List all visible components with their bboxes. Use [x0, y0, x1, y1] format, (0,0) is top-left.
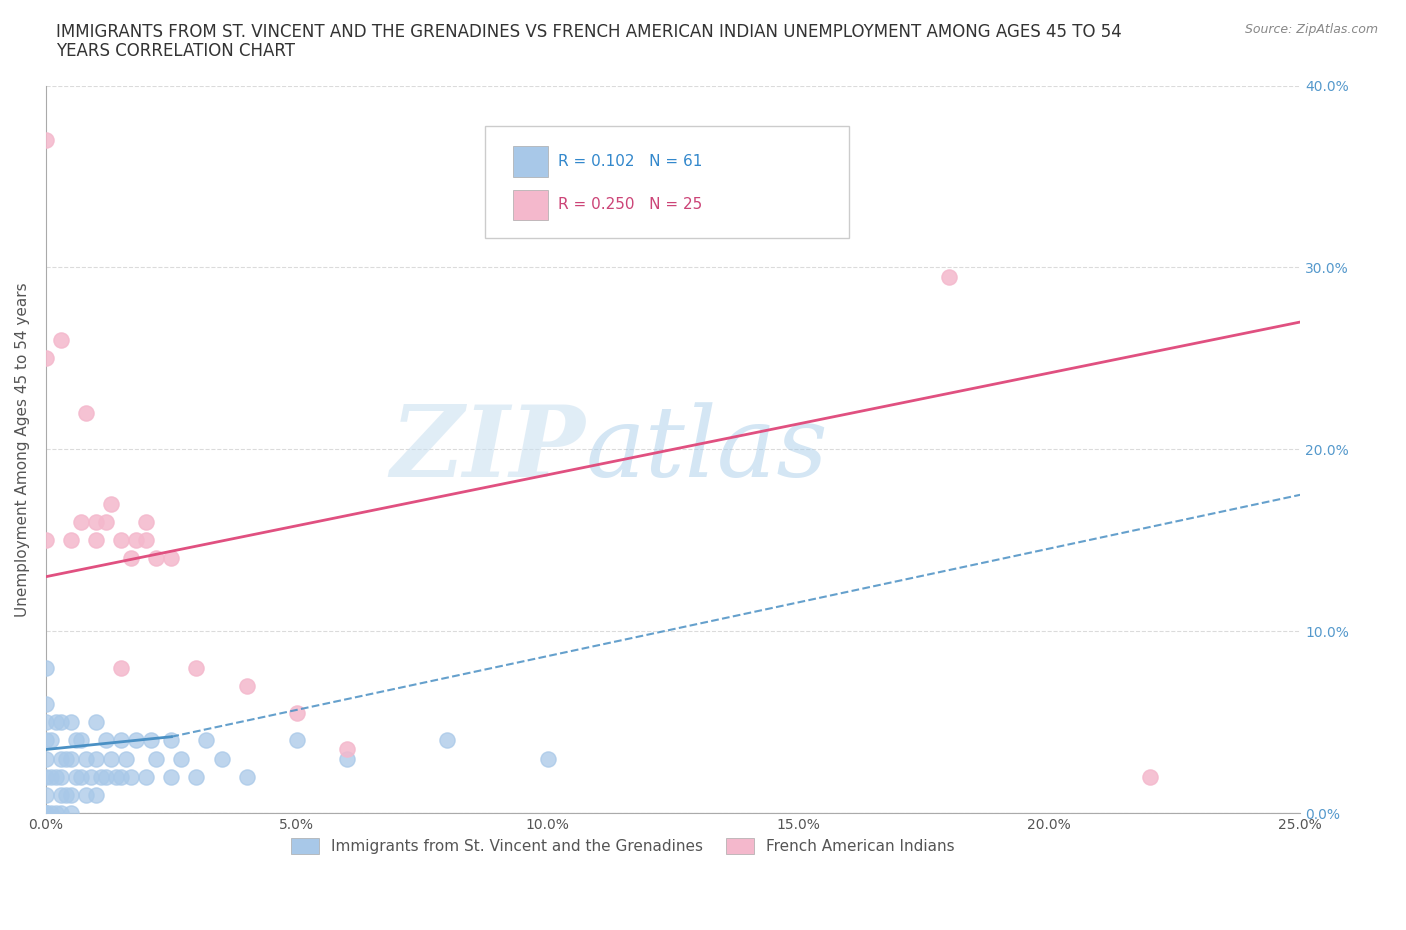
- Point: [1139, 769, 1161, 784]
- Point: [84, 788, 107, 803]
- Point: [70, 769, 93, 784]
- Point: [115, 751, 138, 766]
- Point: [195, 733, 218, 748]
- Text: atlas: atlas: [585, 402, 828, 497]
- Point: [49, 805, 72, 820]
- Point: [145, 751, 167, 766]
- Bar: [513, 146, 547, 177]
- Point: [60, 533, 83, 548]
- Point: [96, 514, 118, 529]
- Point: [45, 715, 67, 730]
- Point: [135, 514, 157, 529]
- Point: [49, 715, 72, 730]
- Point: [84, 715, 107, 730]
- Point: [65, 769, 87, 784]
- Point: [285, 733, 308, 748]
- Point: [35, 733, 58, 748]
- Point: [55, 751, 77, 766]
- Point: [84, 514, 107, 529]
- FancyBboxPatch shape: [485, 126, 849, 238]
- Point: [49, 751, 72, 766]
- Point: [285, 706, 308, 721]
- Point: [160, 733, 183, 748]
- Point: [80, 769, 103, 784]
- Point: [186, 660, 208, 675]
- Point: [35, 715, 58, 730]
- Point: [100, 497, 122, 512]
- Bar: [513, 190, 547, 220]
- Point: [49, 769, 72, 784]
- Y-axis label: Unemployment Among Ages 45 to 54 years: Unemployment Among Ages 45 to 54 years: [15, 282, 30, 617]
- Point: [135, 769, 157, 784]
- Point: [120, 769, 142, 784]
- Point: [65, 733, 87, 748]
- Point: [336, 751, 359, 766]
- Point: [160, 551, 183, 566]
- Point: [35, 788, 58, 803]
- Point: [90, 769, 112, 784]
- Point: [35, 805, 58, 820]
- Point: [60, 751, 83, 766]
- Point: [70, 733, 93, 748]
- Point: [145, 551, 167, 566]
- Point: [60, 715, 83, 730]
- Point: [160, 769, 183, 784]
- Point: [170, 751, 193, 766]
- Text: IMMIGRANTS FROM ST. VINCENT AND THE GRENADINES VS FRENCH AMERICAN INDIAN UNEMPLO: IMMIGRANTS FROM ST. VINCENT AND THE GREN…: [56, 23, 1122, 41]
- Point: [45, 769, 67, 784]
- Point: [105, 769, 128, 784]
- Text: Source: ZipAtlas.com: Source: ZipAtlas.com: [1244, 23, 1378, 36]
- Point: [35, 697, 58, 711]
- Point: [120, 551, 142, 566]
- Point: [35, 660, 58, 675]
- Point: [110, 733, 132, 748]
- Point: [39, 769, 62, 784]
- Point: [35, 805, 58, 820]
- Point: [39, 805, 62, 820]
- Point: [49, 788, 72, 803]
- Point: [35, 805, 58, 820]
- Point: [84, 533, 107, 548]
- Point: [55, 788, 77, 803]
- Point: [75, 788, 97, 803]
- Point: [35, 769, 58, 784]
- Point: [49, 333, 72, 348]
- Point: [436, 733, 458, 748]
- Text: YEARS CORRELATION CHART: YEARS CORRELATION CHART: [56, 42, 295, 60]
- Point: [60, 788, 83, 803]
- Point: [70, 514, 93, 529]
- Point: [211, 751, 233, 766]
- Point: [96, 769, 118, 784]
- Point: [35, 133, 58, 148]
- Point: [235, 769, 257, 784]
- Point: [35, 751, 58, 766]
- Point: [938, 269, 960, 284]
- Point: [75, 751, 97, 766]
- Point: [60, 805, 83, 820]
- Point: [110, 533, 132, 548]
- Point: [536, 751, 558, 766]
- Point: [135, 533, 157, 548]
- Legend: Immigrants from St. Vincent and the Grenadines, French American Indians: Immigrants from St. Vincent and the Gren…: [285, 831, 960, 860]
- Point: [96, 733, 118, 748]
- Point: [141, 733, 163, 748]
- Point: [125, 733, 148, 748]
- Point: [39, 733, 62, 748]
- Text: R = 0.250   N = 25: R = 0.250 N = 25: [558, 197, 702, 212]
- Point: [35, 351, 58, 365]
- Point: [110, 660, 132, 675]
- Point: [235, 678, 257, 693]
- Point: [100, 751, 122, 766]
- Point: [110, 769, 132, 784]
- Point: [35, 533, 58, 548]
- Point: [336, 742, 359, 757]
- Point: [84, 751, 107, 766]
- Point: [45, 805, 67, 820]
- Text: R = 0.102   N = 61: R = 0.102 N = 61: [558, 153, 702, 168]
- Text: ZIP: ZIP: [391, 401, 585, 498]
- Point: [75, 405, 97, 420]
- Point: [125, 533, 148, 548]
- Point: [186, 769, 208, 784]
